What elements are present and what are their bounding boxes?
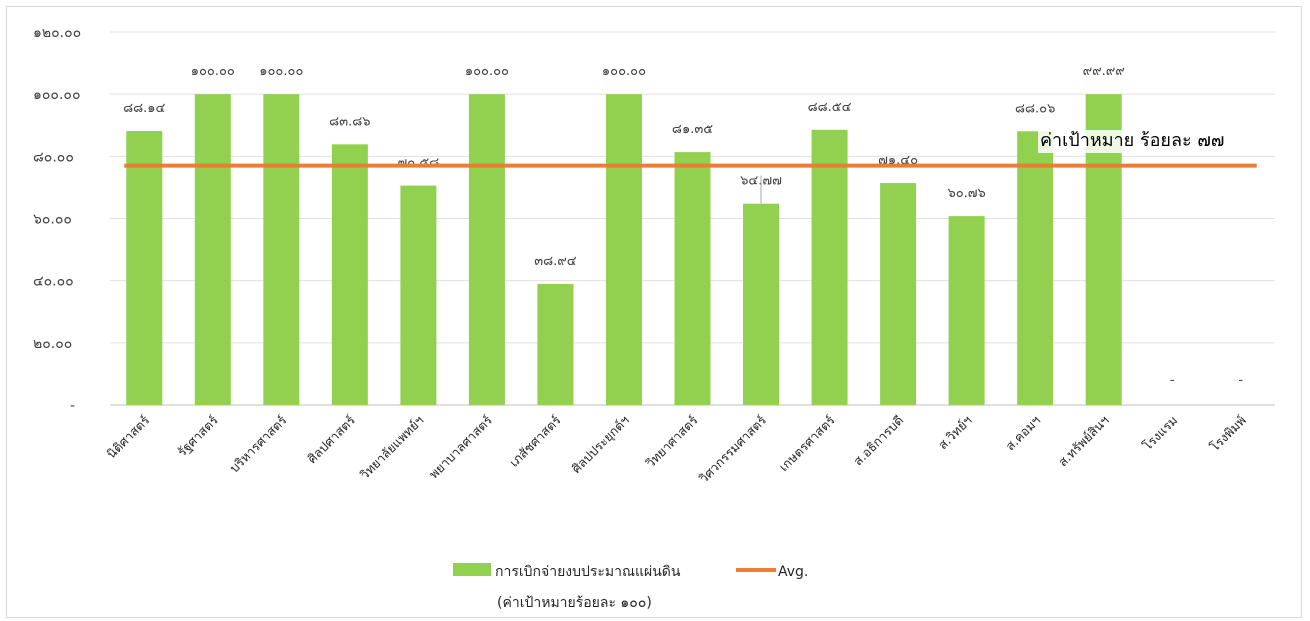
x-tick-label: นิติศาสตร์ <box>104 412 153 461</box>
bar <box>811 129 848 406</box>
data-label: ๘๘.๑๔ <box>123 101 165 116</box>
y-tick-label: ๔๐.๐๐ <box>33 274 74 290</box>
x-tick-label: บริหารศาสตร์ <box>226 412 289 475</box>
x-tick-label: ส.วิทย์ฯ <box>935 413 975 453</box>
bar <box>263 94 300 406</box>
bar <box>126 131 163 405</box>
x-tick-label: รัฐศาสตร์ <box>174 412 221 459</box>
data-label: ๘๑.๓๕ <box>672 122 713 137</box>
bar <box>468 94 505 406</box>
data-label: - <box>1170 373 1175 388</box>
x-tick-label: วิทยาลัยแพทย์ฯ <box>357 413 427 483</box>
target-annotation: ค่าเป้าหมาย ร้อยละ ๗๗ <box>1040 130 1224 151</box>
data-label: ๖๐.๗๖ <box>947 186 985 201</box>
x-tick-label: ส.คอมฯ <box>1002 413 1043 454</box>
x-tick-label: พยาบาลศาสตร์ <box>426 412 495 481</box>
y-tick-label: ๑๐๐.๐๐ <box>33 87 81 103</box>
bar <box>194 94 231 406</box>
data-label: ๑๐๐.๐๐ <box>465 64 509 79</box>
data-label: ๗๐.๕๘ <box>398 156 440 171</box>
target-annotation-background <box>1038 130 1227 153</box>
x-tick-label: โรงแรม <box>1140 413 1181 454</box>
data-label: ๑๐๐.๐๐ <box>602 64 646 79</box>
data-label: ๓๘.๙๔ <box>534 254 577 269</box>
x-tick-label: วิศวกรรมศาสตร์ <box>696 412 769 485</box>
data-label: ๘๓.๘๖ <box>329 114 370 129</box>
bar <box>674 152 711 405</box>
bar <box>331 144 368 406</box>
data-label: - <box>1238 373 1243 388</box>
x-tick-label: ส.ทรัพย์สินฯ <box>1055 413 1112 470</box>
legend-label-bar: การเบิกจ่ายงบประมาณแผ่นดิน <box>495 564 681 580</box>
bars <box>126 94 1122 406</box>
y-tick-label: ๖๐.๐๐ <box>33 212 72 228</box>
data-label: ๑๐๐.๐๐ <box>259 64 303 79</box>
legend-label-line: Avg. <box>778 564 808 580</box>
y-axis: - ๒๐.๐๐ ๔๐.๐๐ ๖๐.๐๐ ๘๐.๐๐ ๑๐๐.๐๐ ๑๒๐.๐๐ <box>33 25 81 414</box>
x-tick-label: ส.อธิการบดี <box>850 413 906 469</box>
x-tick-label: ศิลปประยุกต์ฯ <box>569 413 633 477</box>
y-tick-label: ๑๒๐.๐๐ <box>33 25 81 41</box>
data-label: ๙๙.๙๙ <box>1083 64 1125 79</box>
bar <box>948 216 985 405</box>
data-label: ๘๘.๐๖ <box>1015 101 1055 116</box>
bar <box>605 94 642 406</box>
x-tick-label: เกษตรศาสตร์ <box>776 412 838 474</box>
data-label: ๑๐๐.๐๐ <box>191 64 235 79</box>
bar <box>537 283 574 405</box>
x-tick-label: วิทยาศาสตร์ <box>643 412 701 470</box>
y-tick-label: ๒๐.๐๐ <box>33 336 72 352</box>
x-tick-label: เภสัชศาสตร์ <box>506 412 564 470</box>
x-tick-label: โรงพิมพ์ <box>1207 413 1249 455</box>
data-label: ๘๘.๕๔ <box>808 100 852 115</box>
bar <box>400 185 437 405</box>
y-tick-label: ๘๐.๐๐ <box>33 149 74 165</box>
legend-swatch-bar <box>453 563 491 576</box>
legend-label-bar-line2: (ค่าเป้าหมายร้อยละ ๑๐๐) <box>497 595 652 611</box>
legend: การเบิกจ่ายงบประมาณแผ่นดิน (ค่าเป้าหมายร… <box>453 563 808 611</box>
bar <box>880 183 917 405</box>
x-tick-label: ศิลปศาสตร์ <box>304 412 358 466</box>
y-tick-label: - <box>70 398 75 414</box>
bar <box>743 203 780 405</box>
bar <box>1017 131 1054 406</box>
x-axis: นิติศาสตร์ รัฐศาสตร์ บริหารศาสตร์ ศิลปศาสตร… <box>104 412 1249 485</box>
